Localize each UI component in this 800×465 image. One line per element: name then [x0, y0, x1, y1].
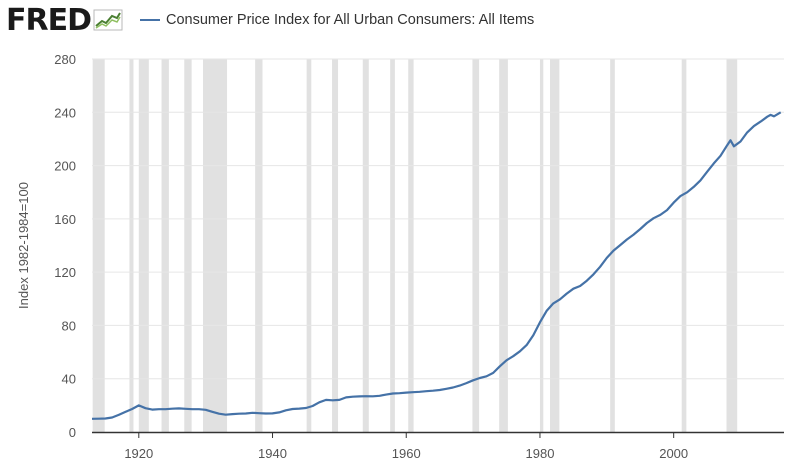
recession-band	[726, 59, 738, 432]
axes	[92, 431, 784, 438]
recession-band	[539, 59, 544, 432]
y-tick-label: 280	[54, 52, 76, 67]
header: FRED Consumer Price Index for All Urban …	[0, 0, 800, 42]
chart-legend[interactable]: Consumer Price Index for All Urban Consu…	[140, 12, 534, 28]
recession-band	[138, 59, 149, 432]
logo-text: FRED	[6, 3, 92, 38]
recession-band	[499, 59, 508, 432]
x-tick-label: 1980	[526, 446, 555, 461]
y-tick-label: 240	[54, 105, 76, 120]
y-tick-label: 0	[69, 425, 76, 440]
x-tick-label: 1960	[392, 446, 421, 461]
y-tick-label: 40	[62, 372, 76, 387]
recession-band	[681, 59, 687, 432]
recession-band	[202, 59, 228, 432]
recession-band	[129, 59, 134, 432]
recession-band	[184, 59, 192, 432]
y-tick-label: 120	[54, 265, 76, 280]
recession-band	[610, 59, 615, 432]
recession-band	[362, 59, 369, 432]
series-line-cpi	[91, 111, 782, 420]
recession-band	[306, 59, 312, 432]
x-tick-label: 2000	[659, 446, 688, 461]
recession-band	[472, 59, 480, 432]
recession-band	[255, 59, 263, 432]
y-tick-label: 200	[54, 159, 76, 174]
y-axis-title: Index 1982-1984=100	[16, 182, 31, 309]
series-layer	[91, 111, 782, 420]
recession-band	[332, 59, 339, 432]
tick-labels: 0 40 80 120 160 200 240 280 1920 1940 1960 1980 2000	[54, 52, 688, 461]
grid-lines	[92, 58, 784, 380]
legend-swatch	[140, 19, 160, 21]
legend-label: Consumer Price Index for All Urban Consu…	[166, 12, 535, 28]
fred-logo[interactable]: FRED	[6, 4, 123, 38]
trend-line-icon	[93, 9, 123, 36]
recession-band	[390, 59, 395, 432]
recession-band	[408, 59, 414, 432]
x-tick-label: 1920	[124, 446, 153, 461]
y-tick-label: 160	[54, 212, 76, 227]
recession-bands	[92, 59, 738, 432]
recession-band	[161, 59, 169, 432]
recession-band	[549, 59, 560, 432]
x-tick-label: 1940	[258, 446, 287, 461]
recession-band	[92, 59, 105, 432]
y-tick-label: 80	[62, 318, 76, 333]
